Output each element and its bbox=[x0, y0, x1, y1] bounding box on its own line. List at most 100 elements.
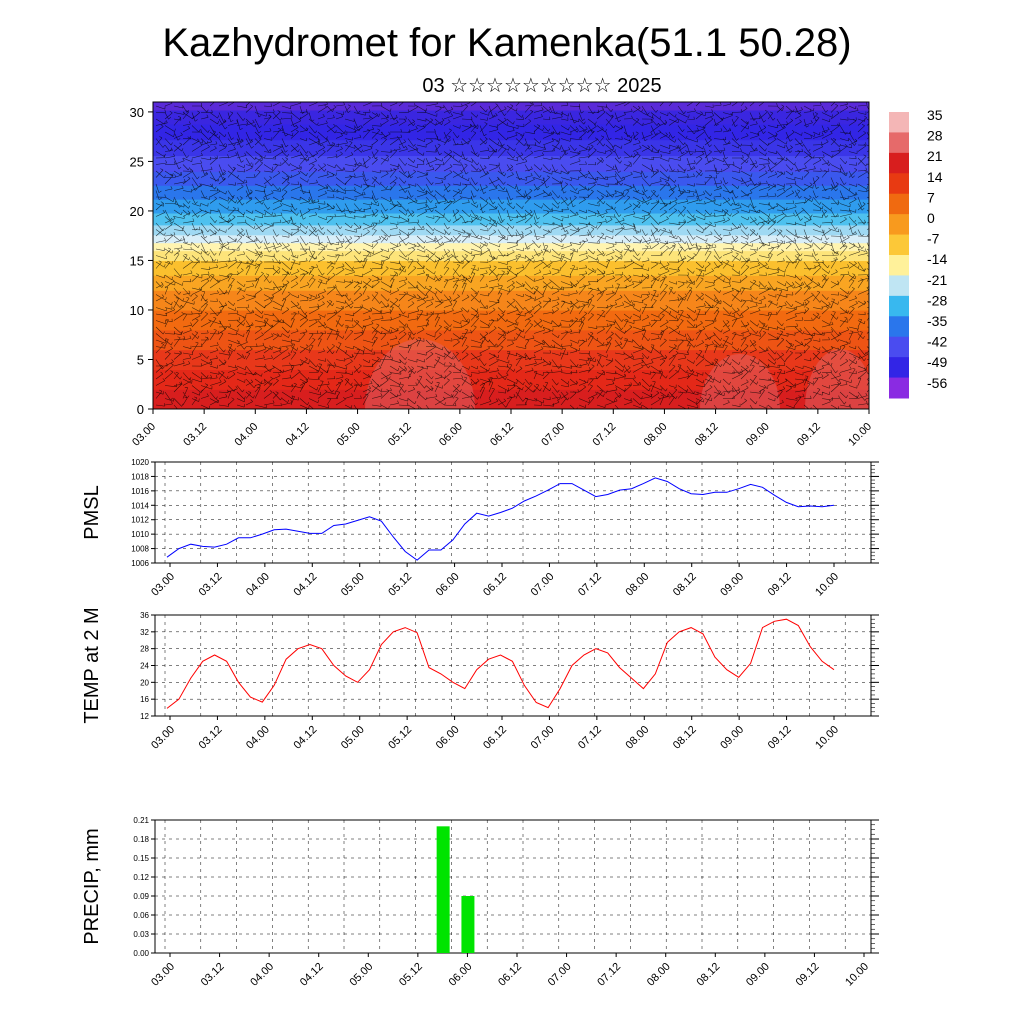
warm-core bbox=[805, 349, 869, 409]
y-tick-label: 0.18 bbox=[133, 835, 149, 844]
x-tick-label: 06.00 bbox=[437, 421, 465, 449]
colorbar-label: -42 bbox=[927, 334, 947, 350]
y-tick-label: 28 bbox=[140, 645, 149, 654]
field-band bbox=[153, 250, 869, 262]
x-tick-label: 10.00 bbox=[813, 571, 841, 599]
colorbar-swatch bbox=[889, 152, 909, 174]
y-tick-label: 1010 bbox=[131, 530, 149, 539]
colorbar-label: -35 bbox=[927, 313, 947, 329]
colorbar-swatch bbox=[889, 377, 909, 399]
x-tick-label: 09.12 bbox=[766, 571, 794, 599]
field-band bbox=[153, 234, 869, 244]
x-tick-label: 05.00 bbox=[339, 571, 367, 599]
colorbar-label: 35 bbox=[927, 107, 943, 123]
x-tick-label: 06.00 bbox=[434, 724, 462, 752]
y-tick-label: 32 bbox=[140, 628, 149, 637]
warm-core bbox=[365, 339, 475, 409]
pmsl-line bbox=[166, 477, 835, 561]
y-tick-label: 5 bbox=[137, 352, 144, 367]
x-tick-label: 04.00 bbox=[248, 961, 276, 989]
y-tick-label: 0.06 bbox=[133, 911, 149, 920]
wind-barbs bbox=[155, 102, 869, 409]
y-tick-label: 0.00 bbox=[133, 949, 149, 958]
y-tick-label: 25 bbox=[130, 154, 144, 169]
y-tick-label: 12 bbox=[140, 712, 149, 721]
x-tick-label: 07.00 bbox=[529, 571, 557, 599]
x-tick-label: 04.12 bbox=[298, 961, 326, 989]
field-band bbox=[153, 199, 869, 214]
x-tick-label: 09.00 bbox=[744, 961, 772, 989]
colorbar-swatch bbox=[889, 336, 909, 358]
colorbar-swatch bbox=[889, 193, 909, 215]
wind-barb-field bbox=[155, 102, 869, 409]
colorbar-label: -56 bbox=[927, 375, 947, 391]
y-axis-title: PRECIP, mm bbox=[81, 828, 103, 944]
page-title: Kazhydromet for Kamenka(51.1 50.28) bbox=[162, 21, 851, 65]
y-tick-label: 0.15 bbox=[133, 854, 149, 863]
y-tick-label: 1012 bbox=[131, 516, 149, 525]
y-tick-label: 1008 bbox=[131, 545, 149, 554]
x-tick-label: 08.12 bbox=[693, 421, 721, 449]
colorbar-label: 21 bbox=[927, 148, 943, 164]
colorbar-swatch bbox=[889, 112, 909, 133]
y-tick-label: 10 bbox=[130, 303, 144, 318]
colorbar-label: -28 bbox=[927, 292, 947, 308]
field-band bbox=[153, 155, 869, 172]
colorbar-label: 14 bbox=[927, 169, 943, 185]
x-tick-label: 07.12 bbox=[595, 961, 623, 989]
x-tick-label: 08.00 bbox=[642, 421, 670, 449]
x-tick-label: 08.12 bbox=[671, 724, 699, 752]
x-tick-label: 07.12 bbox=[590, 421, 618, 449]
field-band bbox=[153, 309, 869, 331]
x-tick-label: 08.00 bbox=[623, 571, 651, 599]
x-tick-label: 08.12 bbox=[694, 961, 722, 989]
colorbar-swatch bbox=[889, 255, 909, 276]
colorbar-label: 28 bbox=[927, 128, 943, 144]
temperature-panel: 12 16 20 24 28 32 36 TEMP at 2 M 03.00 03.12 04.00… bbox=[81, 607, 879, 752]
x-tick-label: 09.00 bbox=[744, 421, 772, 449]
y-tick-label: 1018 bbox=[131, 472, 149, 481]
y-tick-label: 1006 bbox=[131, 559, 149, 568]
x-tick-label: 03.12 bbox=[181, 421, 209, 449]
y-tick-label: 0.09 bbox=[133, 892, 149, 901]
x-tick-label: 07.00 bbox=[539, 421, 567, 449]
x-tick-label: 07.00 bbox=[529, 724, 557, 752]
x-tick-label: 07.00 bbox=[546, 961, 574, 989]
colorbar-swatch bbox=[889, 173, 909, 195]
x-tick-label: 05.12 bbox=[386, 571, 414, 599]
x-tick-label: 03.00 bbox=[149, 724, 177, 752]
x-tick-label: 04.00 bbox=[244, 724, 272, 752]
field-band bbox=[153, 185, 869, 200]
field-band bbox=[153, 224, 869, 236]
x-tick-label: 04.12 bbox=[284, 421, 312, 449]
pmsl-panel: 1006 1008 1010 1012 1014 1016 1018 1020 PMSL 03.0… bbox=[81, 458, 879, 599]
y-tick-label: 0 bbox=[137, 402, 144, 417]
x-tick-label: 05.00 bbox=[339, 724, 367, 752]
y-tick-label: 30 bbox=[130, 105, 144, 120]
x-tick-label: 10.00 bbox=[846, 421, 874, 449]
colorbar-label: -49 bbox=[927, 354, 947, 370]
panel-frame bbox=[154, 819, 872, 954]
colorbar-swatch bbox=[889, 234, 909, 256]
y-tick-label: 1020 bbox=[131, 458, 149, 467]
colorbar-label: -7 bbox=[927, 231, 940, 247]
warm-core bbox=[700, 354, 780, 409]
y-tick-label: 16 bbox=[140, 695, 149, 704]
x-tick-label: 03.00 bbox=[130, 421, 158, 449]
x-tick-label: 10.00 bbox=[843, 961, 871, 989]
x-tick-label: 06.12 bbox=[496, 961, 524, 989]
precip-bar bbox=[436, 826, 450, 953]
x-tick-label: 08.00 bbox=[623, 724, 651, 752]
y-axis-title: PMSL bbox=[81, 485, 103, 539]
page-subtitle: 03 ☆☆☆☆☆☆☆☆☆ 2025 bbox=[422, 75, 661, 97]
field-band bbox=[153, 123, 869, 141]
colorbar-swatch bbox=[889, 132, 909, 154]
heatmap-y-axis: 0 5 10 15 20 25 30 bbox=[130, 105, 153, 417]
x-tick-label: 07.12 bbox=[576, 571, 604, 599]
x-tick-label: 08.00 bbox=[645, 961, 673, 989]
y-tick-label: 0.12 bbox=[133, 873, 149, 882]
x-tick-label: 05.12 bbox=[386, 724, 414, 752]
y-tick-label: 0.03 bbox=[133, 930, 149, 939]
heatmap-panel: 0 5 10 15 20 25 30 03.00 03.12 04.00 04.12 05.00 05… bbox=[130, 101, 874, 449]
